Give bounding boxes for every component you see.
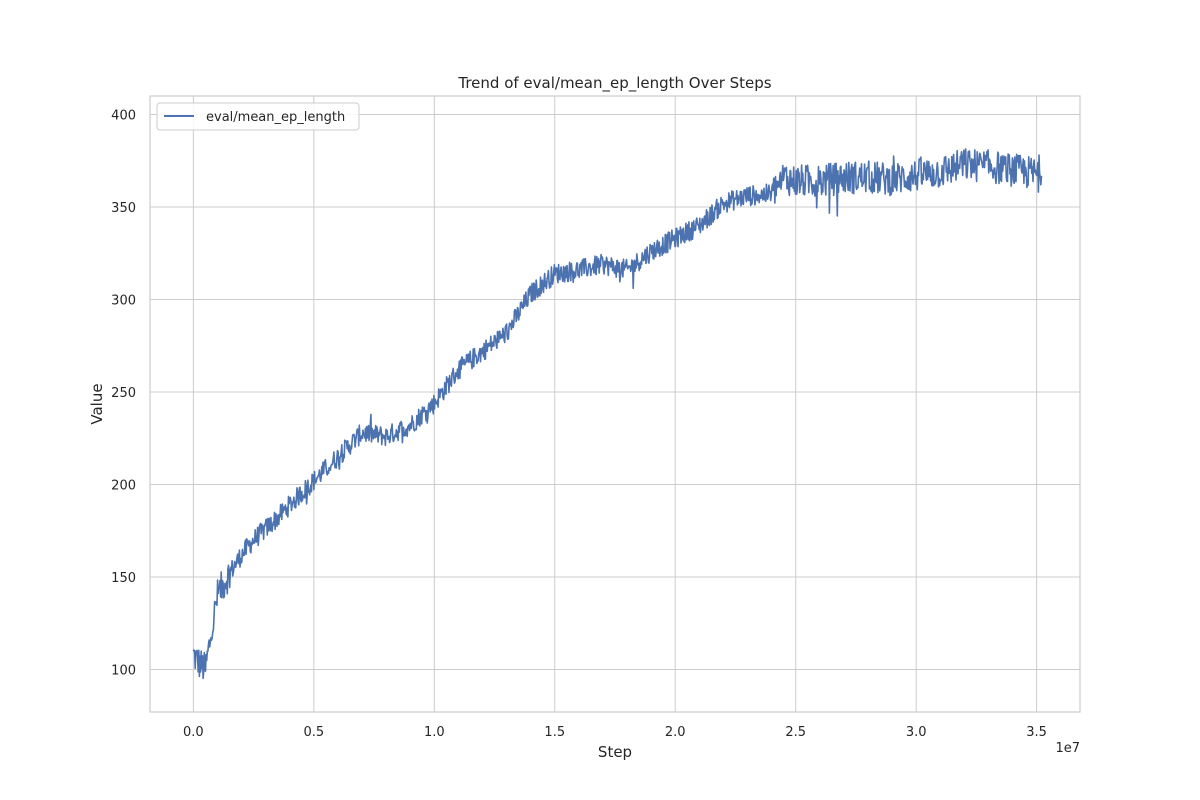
x-tick-label: 3.0 [906,725,927,740]
legend: eval/mean_ep_length [156,102,360,131]
y-tick-label: 300 [111,293,136,308]
x-tick-label: 3.5 [1026,725,1047,740]
y-tick-label: 200 [111,478,136,493]
x-tick-label: 1.0 [424,725,445,740]
x-tick-label: 2.5 [785,725,806,740]
y-axis-label: Value [88,383,106,424]
x-tick-label: 0.0 [183,725,204,740]
x-tick-label: 2.0 [665,725,686,740]
y-tick-label: 250 [111,386,136,401]
x-axis-offset-label: 1e7 [1055,741,1080,756]
series-line [192,148,1043,680]
series-layer [192,148,1043,680]
y-tick-label: 350 [111,201,136,216]
y-tick-label: 400 [111,108,136,123]
grid-lines [150,96,1080,712]
y-tick-label: 100 [111,663,136,678]
legend-label: eval/mean_ep_length [206,110,345,125]
x-tick-label: 0.5 [303,725,324,740]
legend-box [156,102,360,131]
x-axis-label: Step [598,743,632,761]
tick-labels: 0.0 0.5 1.0 1.5 2.0 2.5 3.0 3.5 100 150 200 250 300 3… [111,108,1047,740]
x-tick-label: 1.5 [544,725,565,740]
chart-title: Trend of eval/mean_ep_length Over Steps [457,74,771,93]
y-tick-label: 150 [111,571,136,586]
plot-frame [149,95,1081,713]
